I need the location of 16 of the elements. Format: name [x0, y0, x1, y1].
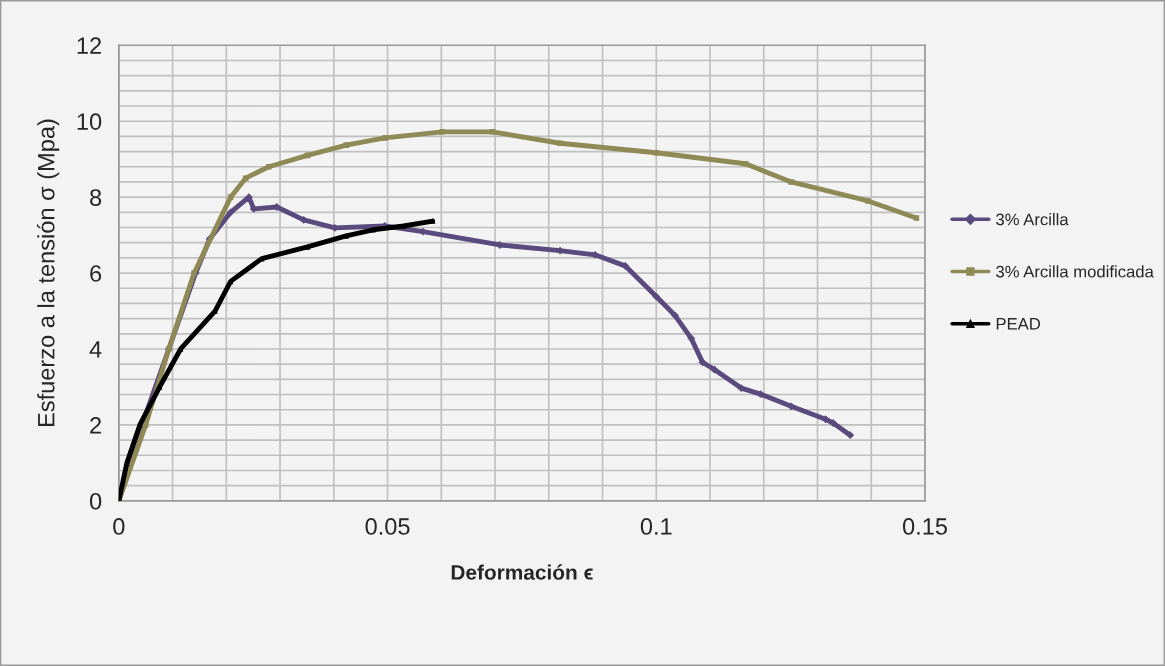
y-tick-label: 6 [90, 265, 102, 282]
y-tick-label: 2 [90, 416, 101, 434]
legend-label: 3% Arcilla [996, 213, 1069, 226]
y-tick-label: 0 [89, 492, 102, 510]
legend-label: 3% Arcilla modificada [996, 265, 1154, 278]
x-tick-label: 0.05 [365, 518, 410, 535]
y-tick-label: 4 [89, 341, 102, 358]
x-tick-label: 0 [113, 518, 125, 535]
y-tick-label: 10 [77, 113, 102, 130]
y-tick-label: 12 [77, 37, 101, 54]
x-tick-label: 0.15 [902, 518, 947, 535]
x-tick-label: 0.1 [640, 518, 672, 535]
x-axis-title: Deformación ϵ [451, 564, 593, 580]
y-tick-label: 8 [90, 189, 102, 206]
y-axis-title: Esfuerzo a la tensión σ (Mpa) [36, 119, 60, 427]
legend-label: PEAD [996, 318, 1041, 330]
